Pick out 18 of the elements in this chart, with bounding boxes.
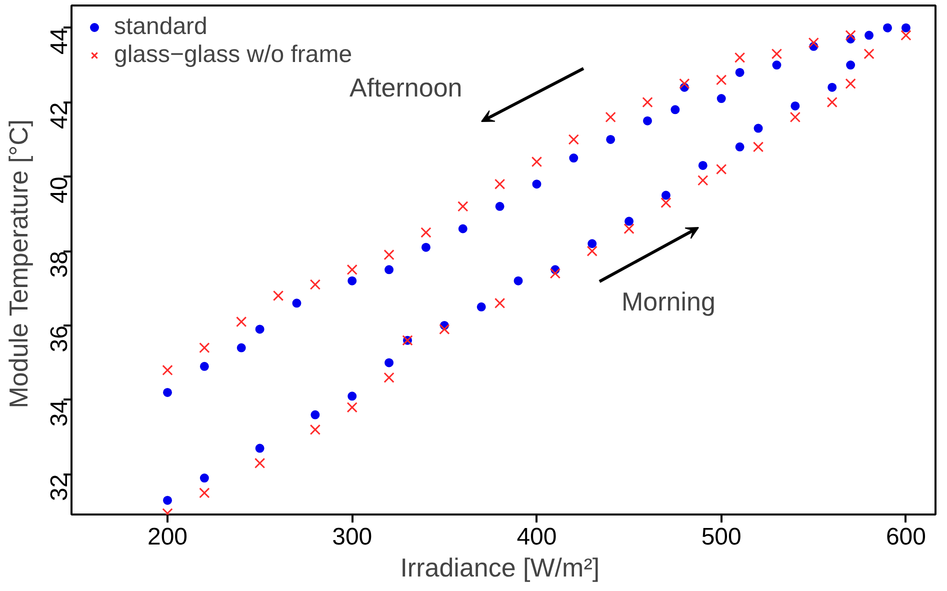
- x-tick-label: 400: [516, 524, 557, 550]
- y-tick-label: 42: [46, 102, 73, 129]
- y-tick-label: 36: [46, 325, 73, 352]
- annotation: Afternoon: [350, 72, 462, 102]
- annotation: Morning: [622, 286, 716, 316]
- y-tick-label: 34: [46, 400, 73, 427]
- x-tick-label: 600: [886, 524, 926, 550]
- y-tick-label: 38: [46, 251, 73, 278]
- x-axis-title: Irradiance [W/m²]: [400, 552, 600, 582]
- x-tick-label: 200: [147, 524, 188, 550]
- y-tick-label: 44: [46, 28, 73, 55]
- x-tick-label: 300: [332, 524, 372, 550]
- legend-label: standard: [114, 13, 208, 41]
- y-axis-title: Module Temperature [°C]: [4, 119, 34, 408]
- x-tick-label: 500: [701, 524, 742, 550]
- y-tick-label: 32: [46, 474, 73, 502]
- legend-label: glass−glass w/o frame: [114, 41, 352, 69]
- y-tick-label: 40: [46, 176, 73, 204]
